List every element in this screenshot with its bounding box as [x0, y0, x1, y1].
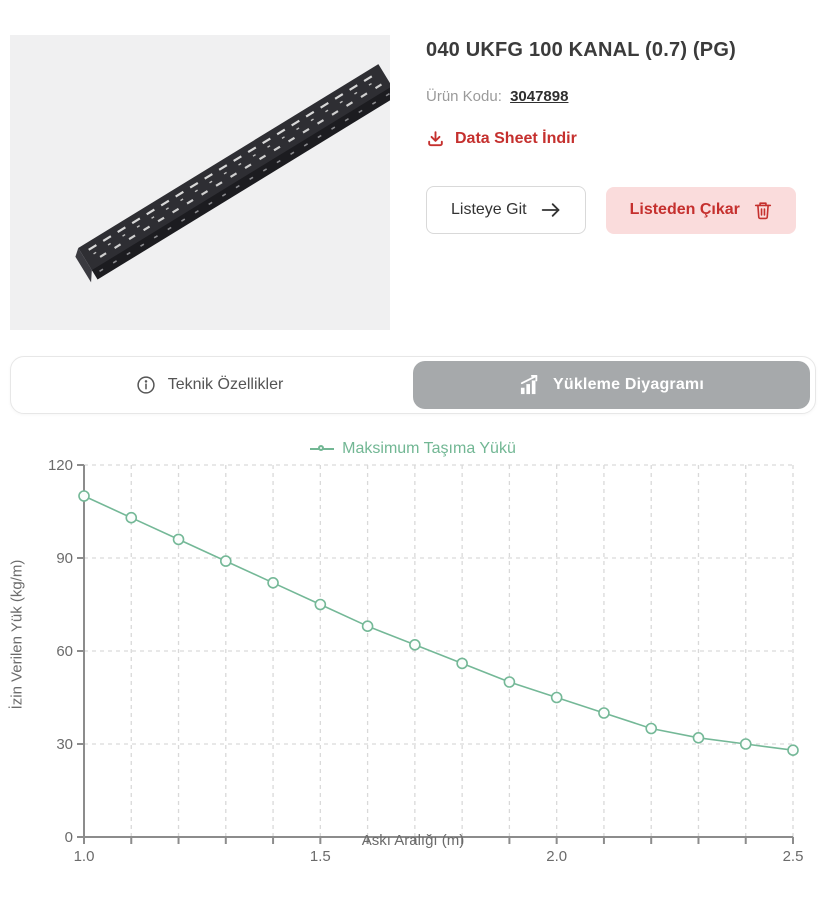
- datasheet-label: Data Sheet İndir: [455, 129, 577, 147]
- datasheet-link[interactable]: Data Sheet İndir: [426, 129, 816, 148]
- data-point: [172, 533, 185, 546]
- data-point: [503, 676, 516, 688]
- svg-text:1.0: 1.0: [74, 848, 95, 865]
- tab-teknik-ozellikler[interactable]: Teknik Özellikler: [11, 357, 408, 413]
- data-point: [787, 744, 799, 757]
- data-point: [220, 555, 232, 567]
- trash-icon: [754, 201, 772, 220]
- data-point: [314, 598, 327, 611]
- legend-line-marker-icon: [310, 444, 335, 454]
- tab-label: Yükleme Diyagramı: [552, 376, 705, 393]
- product-title: 040 UKFG 100 KANAL (0.7) (PG): [426, 39, 736, 61]
- remove-from-list-label: Listeden Çıkar: [629, 201, 740, 218]
- cable-tray-image: [10, 35, 398, 330]
- data-point: [125, 511, 138, 524]
- svg-text:60: 60: [56, 643, 73, 660]
- svg-text:1.5: 1.5: [310, 848, 331, 865]
- data-point: [267, 577, 279, 589]
- data-point: [550, 691, 563, 704]
- product-section: 040 UKFG 100 KANAL (0.7) (PG) Ürün Kodu:…: [0, 0, 826, 330]
- chart-legend[interactable]: Maksimum Taşıma Yükü: [0, 438, 826, 460]
- svg-text:2.5: 2.5: [783, 848, 804, 865]
- remove-from-list-button[interactable]: Listeden Çıkar: [605, 186, 796, 234]
- download-icon: [426, 129, 445, 148]
- arrow-right-icon: [541, 202, 561, 218]
- product-info: 040 UKFG 100 KANAL (0.7) (PG) Ürün Kodu:…: [426, 35, 816, 330]
- tab-label: Teknik Özellikler: [167, 376, 284, 393]
- tab-yukleme-diyagrami[interactable]: Yükleme Diyagramı: [413, 361, 810, 409]
- product-code-value[interactable]: 3047898: [510, 88, 569, 105]
- data-point: [692, 731, 705, 744]
- info-icon: [136, 375, 156, 395]
- chart-canvas: 0 30 60 90 120 1.0 1.5 2.0 2.5: [48, 457, 804, 865]
- svg-text:2.0: 2.0: [546, 848, 567, 865]
- go-to-list-label: Listeye Git: [451, 201, 527, 218]
- svg-text:0: 0: [65, 829, 73, 846]
- data-point: [409, 639, 421, 651]
- data-point: [645, 722, 658, 735]
- svg-text:30: 30: [56, 736, 73, 753]
- y-axis-title: İzin Verilen Yük (kg/m): [8, 559, 26, 710]
- data-point: [456, 657, 468, 670]
- data-point: [739, 738, 752, 750]
- go-to-list-button[interactable]: Listeye Git: [426, 186, 586, 234]
- legend-label: Maksimum Taşıma Yükü: [342, 440, 516, 457]
- data-point: [78, 490, 90, 502]
- data-point: [598, 707, 610, 719]
- product-code-label: Ürün Kodu:: [426, 88, 502, 105]
- bar-chart-icon: [519, 375, 541, 395]
- load-diagram-chart: Maksimum Taşıma Yükü 0 30 60 90 120 1.0 1.5 2.0…: [0, 438, 826, 883]
- data-point: [361, 620, 374, 632]
- svg-text:90: 90: [56, 550, 73, 567]
- product-code-row: Ürün Kodu: 3047898: [426, 88, 816, 105]
- tab-bar: Teknik Özellikler Yükleme Diyagramı: [10, 356, 816, 414]
- x-axis-title: Askı Aralığı (m): [361, 832, 465, 849]
- product-photo: [10, 35, 398, 330]
- action-buttons: Listeye Git Listeden Çıkar: [426, 186, 816, 234]
- svg-text:120: 120: [48, 460, 73, 474]
